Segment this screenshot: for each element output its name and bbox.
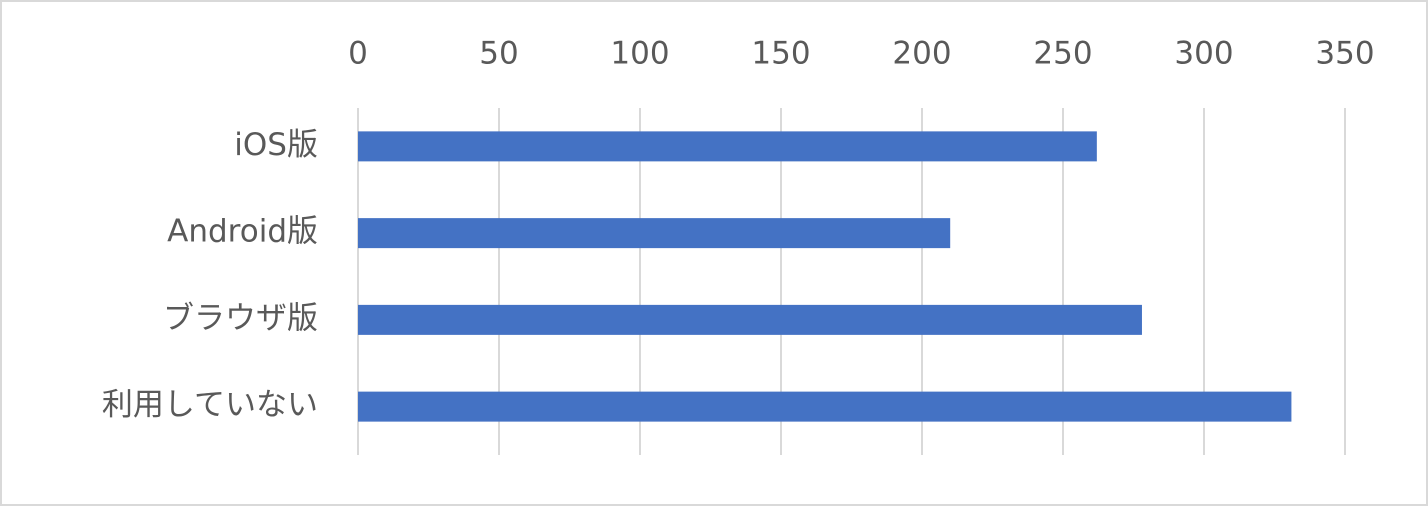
y-tick-label: 利用していない <box>102 387 318 423</box>
x-tick-label: 250 <box>1033 36 1092 72</box>
x-tick-label: 100 <box>610 36 669 72</box>
y-tick-label: iOS版 <box>234 127 318 163</box>
bar <box>358 218 951 249</box>
x-tick-label: 50 <box>479 36 518 72</box>
x-tick-label: 0 <box>348 36 368 72</box>
bar <box>358 391 1292 422</box>
x-tick-label: 150 <box>751 36 810 72</box>
x-tick-label: 300 <box>1174 36 1233 72</box>
bar <box>358 304 1142 335</box>
x-tick-label: 350 <box>1315 36 1374 72</box>
bar <box>358 131 1097 162</box>
y-tick-label: ブラウザ版 <box>163 300 318 336</box>
x-tick-label: 200 <box>892 36 951 72</box>
y-tick-label: Android版 <box>167 214 318 250</box>
